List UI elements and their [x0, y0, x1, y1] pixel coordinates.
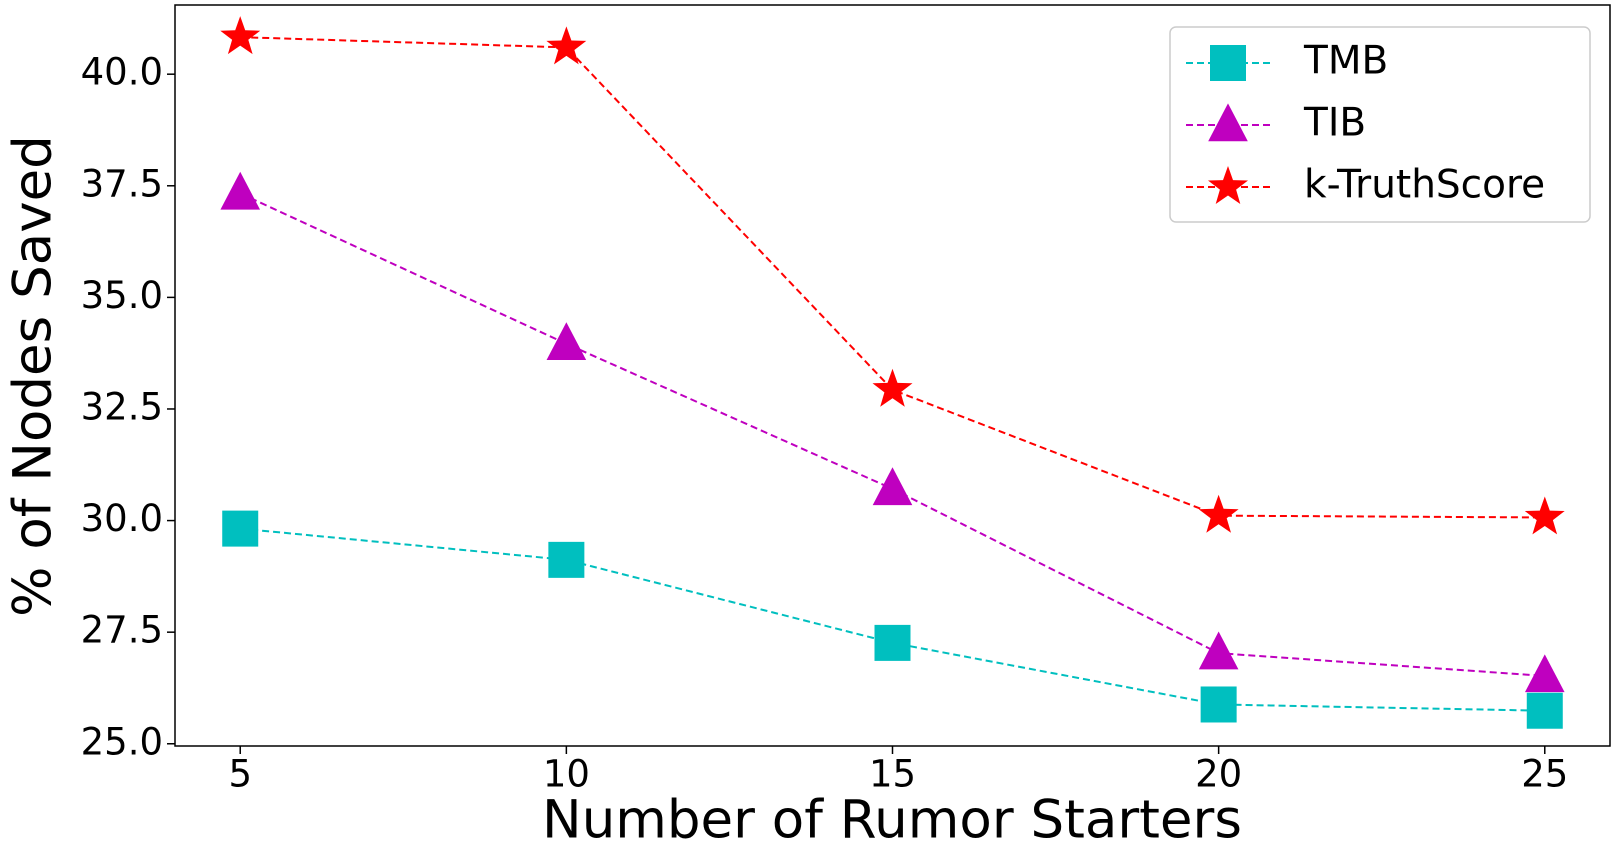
marker — [874, 624, 911, 661]
series-line — [240, 36, 1545, 519]
series-line — [239, 192, 1545, 677]
legend-marker — [1210, 45, 1246, 81]
marker — [1526, 692, 1563, 729]
plot-frame — [174, 4, 1611, 747]
marker — [548, 541, 585, 578]
marker — [1524, 496, 1565, 535]
legend-label: TIB — [1303, 101, 1366, 146]
y-tick-label: 30.0 — [81, 497, 163, 540]
legend-marker — [1208, 103, 1248, 142]
marker — [872, 467, 913, 506]
marker — [1198, 631, 1239, 670]
marker — [546, 26, 587, 65]
series-line — [240, 527, 1545, 712]
legend-label: TMB — [1303, 39, 1388, 84]
y-axis-label: % of Nodes Saved — [3, 135, 64, 617]
marker — [1198, 494, 1239, 533]
x-tick-label: 15 — [869, 753, 916, 796]
marker — [872, 368, 913, 407]
y-tick-label: 37.5 — [81, 162, 163, 205]
y-tick-label: 32.5 — [81, 385, 163, 428]
marker — [1200, 686, 1237, 723]
x-axis-label: Number of Rumor Starters — [542, 790, 1242, 851]
y-tick-label: 25.0 — [81, 720, 163, 763]
marker — [222, 510, 259, 547]
legend-marker — [1208, 166, 1248, 204]
x-tick-label: 20 — [1195, 753, 1242, 796]
x-tick-label: 10 — [543, 753, 590, 796]
y-tick-label: 40.0 — [81, 51, 163, 94]
marker — [546, 322, 587, 361]
marker — [1524, 654, 1565, 693]
legend-label: k-TruthScore — [1304, 163, 1545, 208]
x-tick-label: 25 — [1521, 753, 1568, 796]
x-tick-label: 5 — [228, 753, 252, 796]
legend-frame — [1169, 26, 1591, 223]
y-tick-label: 35.0 — [81, 274, 163, 317]
y-tick-label: 27.5 — [81, 609, 163, 652]
marker — [220, 16, 261, 55]
marker — [220, 171, 261, 210]
